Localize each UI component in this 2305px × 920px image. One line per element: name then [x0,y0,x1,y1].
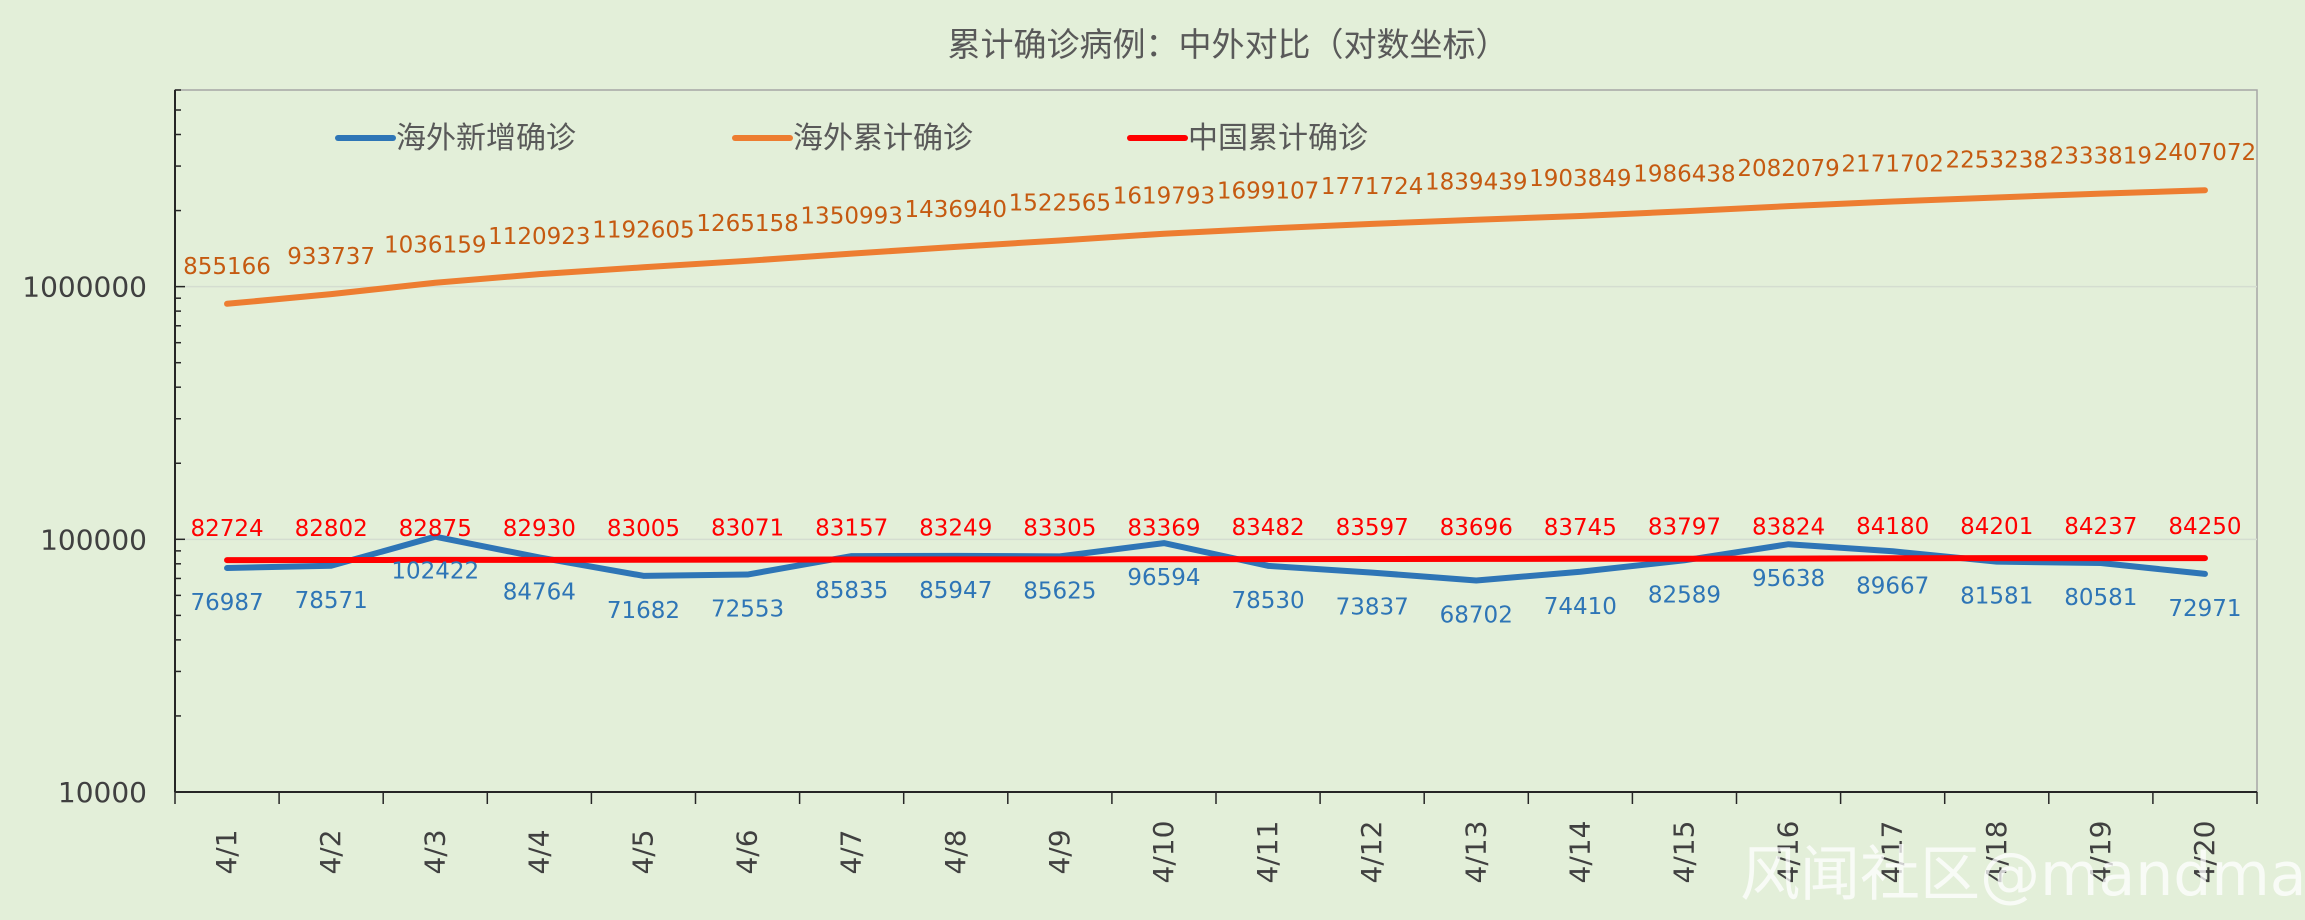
data-label: 76987 [190,590,263,616]
y-tick-label: 1000000 [22,271,147,304]
data-label: 82724 [190,516,263,542]
data-label: 2082079 [1737,156,1839,182]
data-label: 84237 [2064,514,2137,540]
x-tick-label: 4/4 [522,829,555,874]
data-label: 2253238 [1946,147,2048,173]
data-label: 2407072 [2154,140,2256,166]
chart-title: 累计确诊病例：中外对比（对数坐标） [948,25,1509,64]
x-tick-label: 4/13 [1459,821,1492,884]
legend: 海外新增确诊 海外累计确诊 中国累计确诊 [335,121,1368,156]
x-tick-label: 4/10 [1147,821,1180,884]
plot-area: 10000 100000 1000000 4/1 4/2 4/3 4/4 4/5 4/6 4/7 4… [22,89,2258,884]
data-label: 855166 [183,254,271,280]
data-label: 83824 [1752,515,1825,541]
legend-label: 中国累计确诊 [1188,121,1368,156]
x-tick-label: 4/9 [1043,829,1076,874]
x-tick-label: 4/19 [2084,821,2117,884]
data-label: 1771724 [1321,174,1423,200]
data-label: 1120923 [488,224,590,250]
x-tick-label: 4/18 [1980,821,2013,884]
data-label: 72553 [711,597,784,623]
data-label: 1522565 [1009,190,1111,216]
data-label: 83482 [1231,515,1304,541]
data-label: 84250 [2168,514,2241,540]
data-label: 85947 [919,578,992,604]
data-label: 83071 [711,516,784,542]
data-label: 1192605 [592,217,694,243]
data-label: 2333819 [2050,144,2152,170]
x-tick-label: 4/14 [1563,821,1596,884]
data-label: 1036159 [384,233,486,259]
data-label: 83597 [1336,515,1409,541]
data-label: 1986438 [1633,161,1735,187]
data-label: 84180 [1856,514,1929,540]
data-label: 82875 [399,516,472,542]
data-label: 83797 [1648,515,1721,541]
data-label: 95638 [1752,566,1825,592]
data-label: 933737 [287,244,375,270]
data-label: 73837 [1336,595,1409,621]
data-label: 1436940 [905,197,1007,223]
x-tick-label: 4/11 [1251,821,1284,884]
x-tick-label: 4/15 [1667,821,1700,884]
x-tick-label: 4/16 [1772,821,1805,884]
legend-label: 海外累计确诊 [793,121,973,156]
legend-label: 海外新增确诊 [396,121,576,156]
x-tick-label: 4/8 [939,829,972,874]
y-tick-label: 10000 [58,776,147,809]
data-label: 1265158 [696,211,798,237]
data-label: 83369 [1127,515,1200,541]
x-tick-label: 4/20 [2188,821,2221,884]
data-label: 83157 [815,516,888,542]
data-label: 71682 [607,598,680,624]
data-label: 82930 [503,516,576,542]
y-tick-label: 100000 [40,523,147,556]
data-label: 83249 [919,515,992,541]
watermark: 风闻社区@mandman [1740,840,2305,910]
data-label: 68702 [1440,603,1513,629]
x-tick-label: 4/17 [1876,821,1909,884]
data-label: 82802 [295,516,368,542]
data-label: 82589 [1648,582,1721,608]
x-tick-label: 4/1 [210,829,243,874]
data-label: 83745 [1544,515,1617,541]
x-tick-label: 4/7 [835,829,868,874]
data-label: 78530 [1231,588,1304,614]
data-label: 85835 [815,578,888,604]
data-label: 2171702 [1841,152,1943,178]
x-tick-label: 4/6 [731,829,764,874]
data-label: 89667 [1856,573,1929,599]
data-label: 84201 [1960,514,2033,540]
data-label: 83005 [607,516,680,542]
data-label: 72971 [2168,596,2241,622]
data-label: 83305 [1023,515,1096,541]
data-label: 83696 [1440,515,1513,541]
series-line [224,187,2208,307]
data-label: 102422 [391,559,479,585]
data-label: 1839439 [1425,170,1527,196]
data-label: 85625 [1023,578,1096,604]
x-tick-label: 4/3 [418,829,451,874]
x-tick-label: 4/2 [314,829,347,874]
data-label: 1699107 [1217,178,1319,204]
data-label: 80581 [2064,585,2137,611]
x-tick-label: 4/5 [626,829,659,874]
data-label: 1903849 [1529,166,1631,192]
data-label: 84764 [503,579,576,605]
data-label: 1619793 [1113,184,1215,210]
data-label: 81581 [1960,584,2033,610]
data-label: 96594 [1127,565,1200,591]
x-tick-label: 4/12 [1355,821,1388,884]
data-label: 1350993 [800,204,902,230]
data-label: 78571 [295,588,368,614]
series-line [224,555,2208,564]
data-label: 74410 [1544,594,1617,620]
